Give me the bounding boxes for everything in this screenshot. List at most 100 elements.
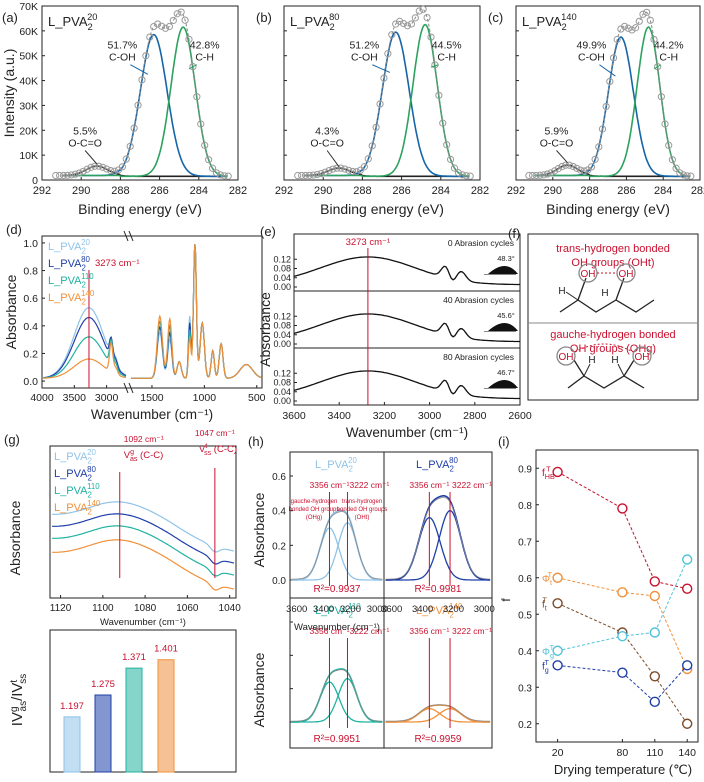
peak-sup: g <box>130 449 134 456</box>
peak-assignment: Vt ss (C-C) <box>199 443 237 457</box>
y-axis-title: Absorbance <box>7 500 23 575</box>
label-sup: 140 <box>449 602 463 611</box>
abrasion-curve <box>293 313 520 343</box>
panel-i: (i) 20 80 110 140 0.2 0.3 0.4 0.5 0.6 0.7 0.8 0.9 Dry… <box>498 434 699 777</box>
x-tick-label: 3000 <box>418 410 442 422</box>
data-point <box>309 171 317 179</box>
series-point <box>617 587 628 598</box>
ylabel-part: V <box>9 683 26 693</box>
trans-note: bonded OH groups <box>337 507 388 513</box>
label-sub: 2 <box>348 465 352 474</box>
label-main: f <box>542 661 545 672</box>
ylabel-part: V <box>9 712 26 722</box>
fit-component-C-H <box>303 23 470 178</box>
bond <box>623 359 635 377</box>
data-point <box>384 50 392 58</box>
data-point <box>650 35 658 44</box>
bar <box>94 694 112 773</box>
series-label: ΦtT <box>542 570 553 587</box>
series-line <box>557 559 688 652</box>
series-label: fgT <box>542 658 549 675</box>
peak-percent-label: 49.9% <box>577 40 607 52</box>
y-tick-label: 0 <box>32 175 38 187</box>
y-tick-label: 0.00 <box>273 339 291 349</box>
x-tick-label: 282 <box>229 185 247 197</box>
data-point <box>130 124 138 132</box>
series-point <box>682 554 693 565</box>
series-point <box>552 572 563 583</box>
peak-percent-label: 44.5% <box>432 40 462 52</box>
x-tick-label: 286 <box>617 185 635 197</box>
bar-value-label: 1.275 <box>91 679 115 690</box>
data-point <box>598 125 607 133</box>
data-point <box>95 162 103 170</box>
gauche-component <box>291 681 383 723</box>
atom-h: H <box>588 355 595 366</box>
data-point <box>665 141 673 149</box>
label-sub: 2 <box>449 611 453 620</box>
data-point <box>63 171 72 179</box>
ftir-curve-high <box>43 316 127 379</box>
bond <box>565 291 579 301</box>
sample-label: L_PVA220 <box>315 456 357 474</box>
peak-percent-label: 44.2% <box>654 40 684 52</box>
x-tick-label: 288 <box>353 185 371 197</box>
data-point <box>208 164 217 172</box>
x-axis-title: Binding energy (eV) <box>78 201 202 217</box>
schematic-frame <box>527 233 699 401</box>
label-sup: T <box>544 658 549 667</box>
label-main: L_PVA <box>416 605 450 617</box>
data-point <box>628 26 636 34</box>
series-line <box>557 471 688 590</box>
peak-name-label: C-H <box>437 52 456 64</box>
y-tick-label: 0.4 <box>518 647 532 658</box>
x-tick-label: 290 <box>544 185 562 197</box>
bond <box>573 359 585 377</box>
atom-oh: OH <box>581 269 596 280</box>
y-tick-label: 40K <box>19 76 38 88</box>
data-point <box>380 74 388 82</box>
peak-label: 1047 cm⁻¹ <box>195 428 235 438</box>
label-sub: 2 <box>87 457 91 466</box>
data-point <box>181 16 189 24</box>
series-point <box>649 627 660 638</box>
data-point <box>632 24 640 32</box>
sample-label: L_PVA280 <box>416 456 458 474</box>
data-point <box>321 168 329 176</box>
plot-frame <box>289 451 493 749</box>
label-sub: 2 <box>81 298 85 307</box>
data-point <box>613 35 621 44</box>
label-main: L_PVA <box>315 605 349 617</box>
series-point <box>617 503 628 514</box>
label-sup: 80 <box>81 255 90 264</box>
x-tick-label: 286 <box>392 185 410 197</box>
data-point <box>423 13 431 22</box>
data-point <box>635 17 643 25</box>
peak-marker-label: 3273 cm⁻¹ <box>95 258 140 269</box>
gauche-component <box>291 527 383 581</box>
sample-label: L_PVA2110 <box>315 602 361 620</box>
peak-percent-label: 4.3% <box>315 126 339 138</box>
atom-oh: OH <box>559 352 574 363</box>
label-main: L_PVA <box>416 459 450 471</box>
data-point <box>197 120 205 128</box>
peak-label: 3356 cm⁻¹ <box>409 480 449 490</box>
data-point <box>294 171 302 180</box>
label-main: L_PVA <box>54 502 88 514</box>
series-label: ΦgT <box>542 643 555 660</box>
y-tick-label: 0.3 <box>518 683 532 694</box>
data-point <box>415 7 423 15</box>
x-tick-label: 292 <box>507 185 525 197</box>
data-point <box>558 162 566 171</box>
y-tick-label: 20K <box>19 125 38 137</box>
data-point <box>122 155 130 163</box>
peak-arrow <box>372 64 391 73</box>
data-point <box>317 169 325 178</box>
data-point <box>99 163 107 171</box>
trans-title: trans-hydrogen bonded <box>556 243 670 255</box>
y-tick-label: 0.8 <box>518 501 532 512</box>
axis-break <box>128 230 134 242</box>
data-point <box>676 169 684 177</box>
abrasion-label: 0 Abrasion cycles <box>448 238 514 248</box>
